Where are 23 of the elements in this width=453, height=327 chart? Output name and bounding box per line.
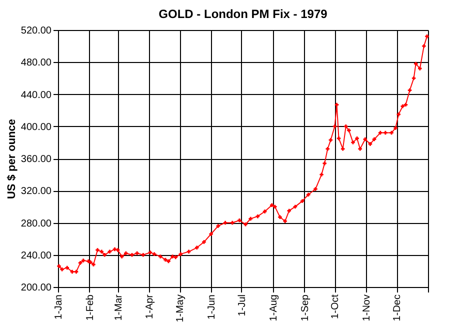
- chart-title: GOLD - London PM Fix - 1979: [158, 7, 328, 21]
- x-tick-label: 1-Jul: [236, 294, 248, 316]
- y-tick-label: 200.00: [20, 282, 52, 294]
- y-tick-label: 440.00: [20, 90, 52, 101]
- x-tick-label: 1-Nov: [362, 294, 373, 322]
- x-tick-label: 1-Mar: [113, 294, 124, 321]
- y-tick-label: 520.00: [20, 26, 52, 36]
- y-tick-label: 240.00: [20, 250, 52, 262]
- x-tick-label: 1-Aug: [268, 294, 280, 322]
- y-tick-label: 400.00: [20, 122, 52, 133]
- y-tick-label: 480.00: [20, 58, 52, 69]
- y-axis-title: US $ per ounce: [6, 118, 18, 200]
- x-tick-label: 1-Oct: [330, 294, 342, 319]
- y-tick-label: 320.00: [20, 186, 52, 198]
- y-tick-label: 280.00: [20, 218, 52, 230]
- x-tick-label: 1-May: [175, 294, 186, 322]
- y-tick-label: 360.00: [20, 154, 52, 165]
- x-tick-label: 1-Apr: [144, 294, 156, 319]
- x-tick-label: 1-Dec: [392, 294, 404, 322]
- x-tick-label: 1-Feb: [84, 294, 96, 321]
- x-tick-label: 1-Jan: [54, 294, 64, 320]
- x-tick-label: 1-Jun: [206, 294, 218, 320]
- x-tick-label: 1-Sep: [300, 294, 311, 322]
